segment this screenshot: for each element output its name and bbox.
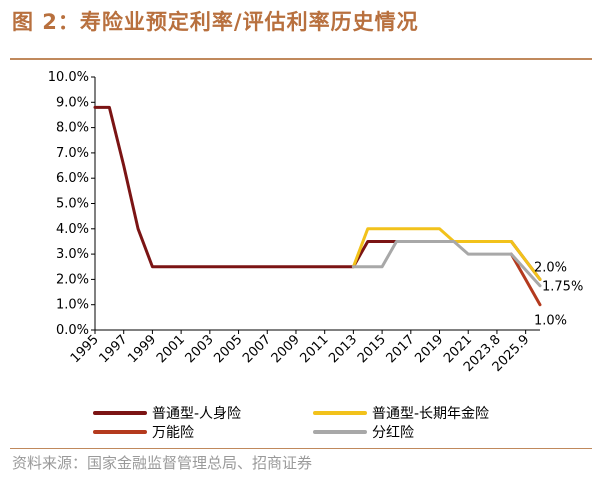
y-tick-label: 10.0% bbox=[48, 70, 89, 85]
series-line bbox=[351, 239, 542, 288]
y-tick-label: 2.0% bbox=[56, 272, 89, 287]
series-line bbox=[509, 252, 542, 307]
x-tick-label: 1999 bbox=[125, 332, 159, 366]
y-tick-label: 4.0% bbox=[56, 222, 89, 237]
data-label: 1.0% bbox=[534, 314, 567, 329]
data-label: 2.0% bbox=[534, 260, 567, 275]
x-tick-label: 2001 bbox=[154, 332, 188, 366]
x-tick-label: 2019 bbox=[412, 332, 446, 366]
x-tick-label: 2003 bbox=[183, 332, 217, 366]
figure-title: 图 2：寿险业预定利率/评估利率历史情况 bbox=[12, 10, 419, 34]
y-tick-label: 3.0% bbox=[56, 247, 89, 262]
y-tick-label: 6.0% bbox=[56, 171, 89, 186]
x-tick-label: 2005 bbox=[211, 332, 245, 366]
series-layer bbox=[93, 105, 542, 307]
legend-label: 普通型-长期年金险 bbox=[372, 406, 489, 422]
series-line bbox=[351, 227, 542, 281]
top-rule bbox=[10, 58, 592, 60]
x-tick-label: 1997 bbox=[97, 332, 131, 366]
x-tick-label: 2007 bbox=[240, 332, 274, 366]
legend-label: 普通型-人身险 bbox=[152, 406, 241, 422]
x-tick-label: 2009 bbox=[269, 332, 303, 366]
y-tick-label: 5.0% bbox=[56, 197, 89, 212]
y-tick-label: 7.0% bbox=[56, 146, 89, 161]
line-chart: 0.0% 1.0% 2.0% 3.0% 4.0% 5.0% 6.0% 7.0% 8.0% 9.0%… bbox=[48, 70, 584, 441]
x-tick-label: 2017 bbox=[384, 332, 418, 366]
bottom-rule bbox=[10, 448, 592, 449]
x-tick-label: 2013 bbox=[326, 332, 360, 366]
y-tick-label: 0.0% bbox=[56, 323, 89, 338]
data-label: 1.75% bbox=[542, 280, 583, 295]
x-tick-label: 2015 bbox=[355, 332, 389, 366]
x-tick-label: 2011 bbox=[297, 332, 331, 366]
labels-layer: 2.0% 1.75% 1.0% bbox=[534, 260, 583, 328]
source-note: 资料来源：国家金融监督管理总局、招商证券 bbox=[12, 454, 313, 472]
axes: 0.0% 1.0% 2.0% 3.0% 4.0% 5.0% 6.0% 7.0% 8.0% 9.0%… bbox=[48, 70, 540, 375]
legend-label: 万能险 bbox=[152, 425, 194, 441]
legend-label: 分红险 bbox=[372, 425, 414, 441]
y-tick-label: 1.0% bbox=[56, 298, 89, 313]
y-tick-label: 9.0% bbox=[56, 95, 89, 110]
y-tick-label: 8.0% bbox=[56, 121, 89, 136]
